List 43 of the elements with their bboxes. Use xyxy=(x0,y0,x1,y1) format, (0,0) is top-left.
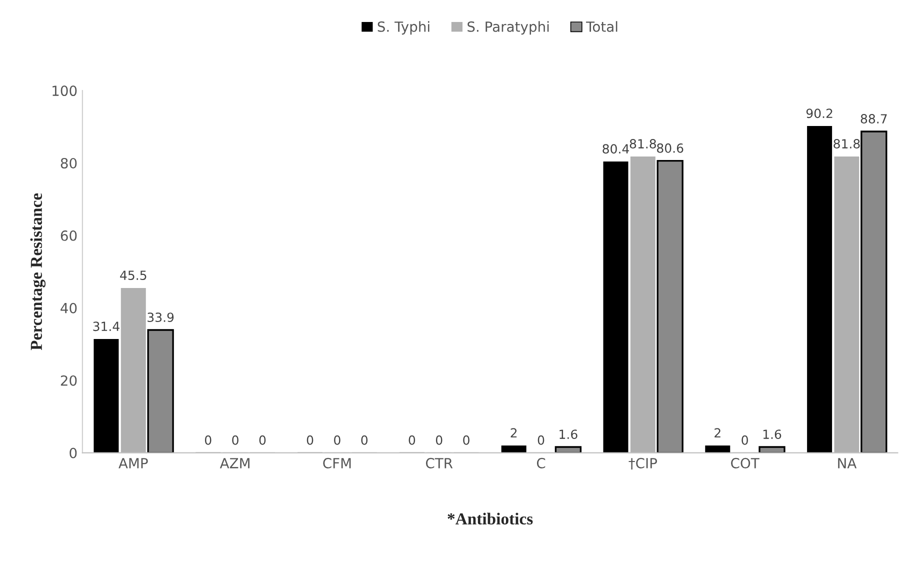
y-tick-label: 80 xyxy=(60,158,77,168)
data-label: 88.7 xyxy=(860,114,887,124)
legend-label: Total xyxy=(586,21,618,32)
data-label: 1.6 xyxy=(560,430,578,440)
x-tick-label: C xyxy=(536,458,546,468)
data-label: 2 xyxy=(714,428,720,438)
x-tick-label: †CIP xyxy=(628,458,657,470)
x-tick-label: CTR xyxy=(426,458,453,468)
data-label: 80.4 xyxy=(602,144,629,154)
data-label: 0 xyxy=(538,435,544,445)
x-tick-label: AZM xyxy=(220,458,250,468)
legend-label: S. Typhi xyxy=(378,21,430,35)
x-tick-label: COT xyxy=(731,458,760,468)
y-tick-label: 100 xyxy=(52,86,77,96)
y-tick-label: 60 xyxy=(60,230,77,241)
data-label: 0 xyxy=(463,435,470,445)
data-label: 45.5 xyxy=(120,270,146,280)
data-label: 81.8 xyxy=(630,139,656,149)
x-axis-title: *Antibiotics xyxy=(448,512,533,524)
x-tick-label: CFM xyxy=(323,458,351,468)
data-label: 31.4 xyxy=(93,322,120,332)
data-label: 2 xyxy=(510,428,517,438)
data-label: 1.6 xyxy=(763,430,782,440)
data-label: 90.2 xyxy=(806,108,832,118)
data-label: 0 xyxy=(204,435,212,445)
x-tick-label: AMP xyxy=(118,458,148,468)
data-label: 0 xyxy=(361,435,368,445)
y-tick-label: 20 xyxy=(60,375,77,386)
data-label: 0 xyxy=(306,435,314,445)
y-axis-title: Percentage Resistance xyxy=(30,193,46,350)
x-tick-label: NA xyxy=(838,458,857,468)
y-tick-label: 0 xyxy=(70,448,77,458)
data-label: 0 xyxy=(334,435,340,445)
data-label: 0 xyxy=(436,435,442,445)
data-label: 80.6 xyxy=(657,143,684,153)
data-label: 0 xyxy=(232,435,238,445)
data-label: 33.9 xyxy=(148,312,174,322)
legend-label: S. Paratyphi xyxy=(468,21,549,35)
data-label: 0 xyxy=(742,435,748,445)
data-label: 0 xyxy=(408,435,416,445)
y-tick-label: 40 xyxy=(60,302,77,314)
data-label: 81.8 xyxy=(834,139,860,149)
data-label: 0 xyxy=(259,435,266,445)
